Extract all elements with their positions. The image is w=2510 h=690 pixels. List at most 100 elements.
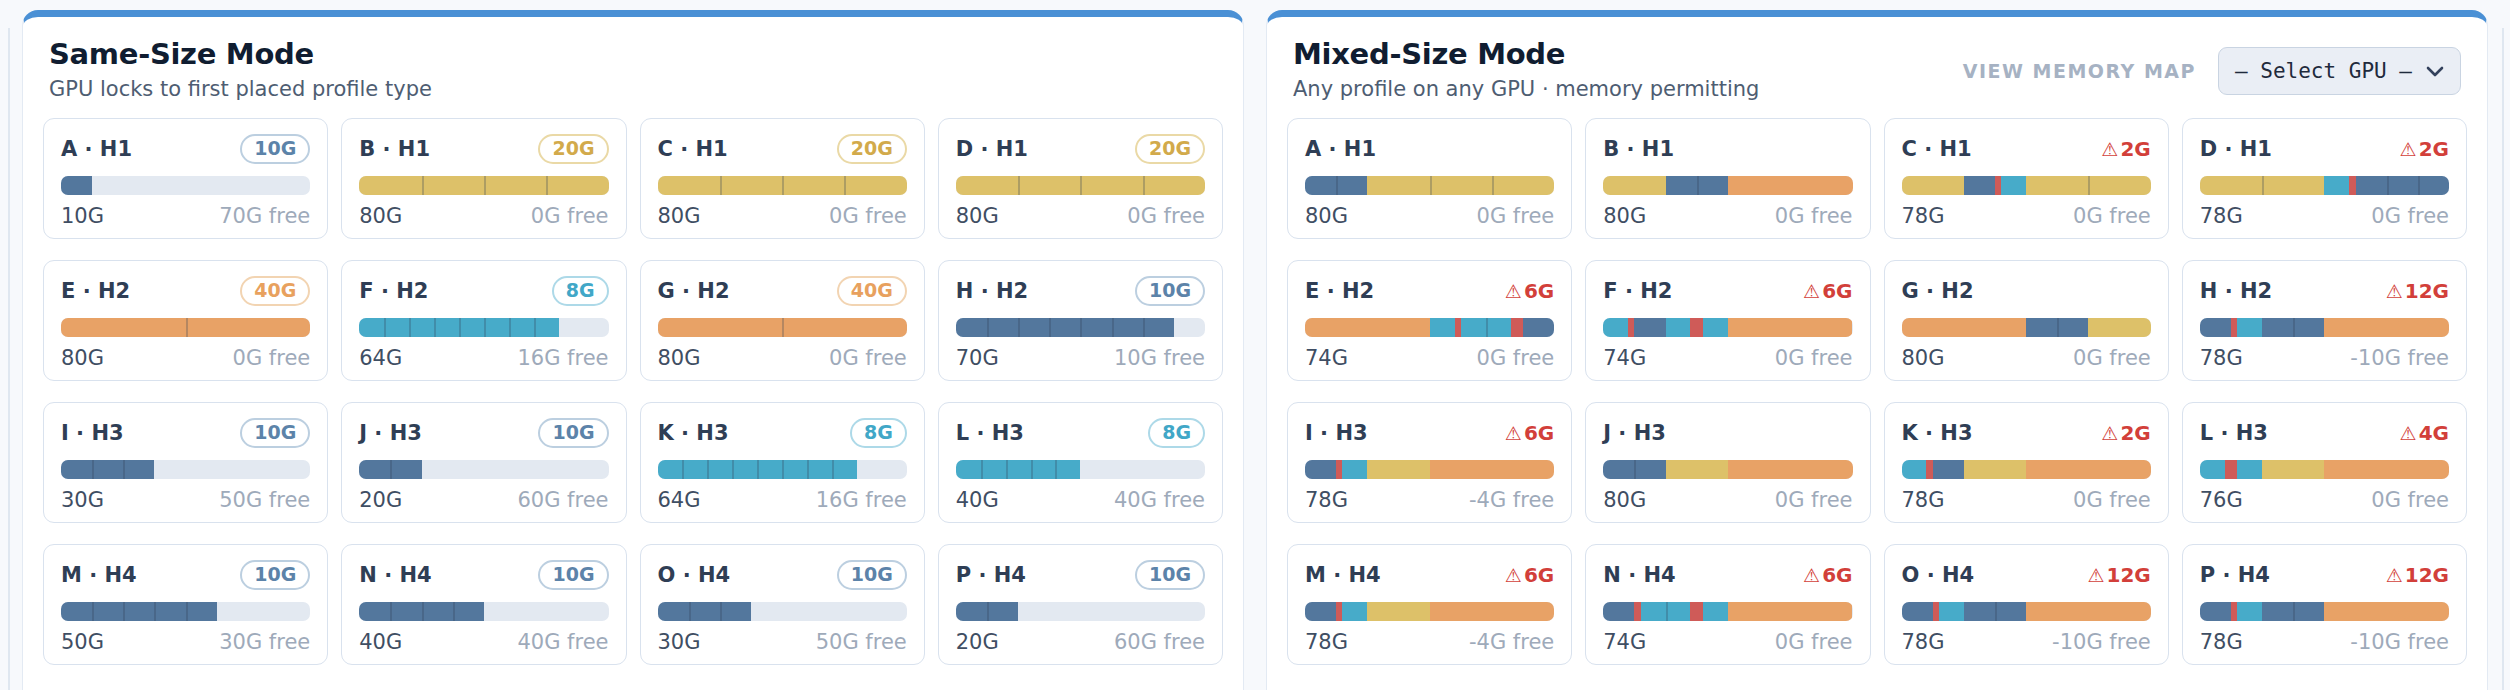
mode-panels: Same-Size Mode GPU locks to first placed…	[22, 10, 2488, 690]
gpu-card[interactable]: L · H38G40G40G free	[938, 402, 1223, 523]
gpu-card[interactable]: K · H3⚠2G78G0G free	[1884, 402, 2169, 523]
memory-used-label: 30G	[658, 630, 701, 654]
gpu-card[interactable]: M · H410G50G30G free	[43, 544, 328, 665]
memory-segment-blue	[1995, 602, 2026, 621]
gpu-card[interactable]: I · H3⚠6G78G-4G free	[1287, 402, 1572, 523]
memory-used-label: 10G	[61, 204, 104, 228]
memory-segment-cyan	[2237, 460, 2262, 479]
memory-segment-blue	[2293, 602, 2324, 621]
gpu-card[interactable]: N · H4⚠6G74G0G free	[1585, 544, 1870, 665]
gpu-card-footer: 78G0G free	[1902, 204, 2151, 228]
gpu-card-header: E · H240G	[61, 276, 310, 306]
gpu-card[interactable]: A · H180G0G free	[1287, 118, 1572, 239]
gpu-card[interactable]: P · H4⚠12G78G-10G free	[2182, 544, 2467, 665]
gpu-card[interactable]: K · H38G64G16G free	[640, 402, 925, 523]
waste-amount: 2G	[2120, 137, 2150, 161]
memory-used-label: 78G	[1902, 630, 1945, 654]
gpu-card[interactable]: B · H180G0G free	[1585, 118, 1870, 239]
gpu-card[interactable]: P · H410G20G60G free	[938, 544, 1223, 665]
memory-segment-cyan	[384, 318, 409, 337]
gpu-card[interactable]: D · H120G80G0G free	[938, 118, 1223, 239]
memory-segment-cyan	[707, 460, 732, 479]
gpu-label: F · H2	[1603, 279, 1672, 303]
memory-segment-blue	[123, 460, 154, 479]
same-size-gpu-grid: A · H110G10G70G freeB · H120G80G0G freeC…	[43, 118, 1223, 665]
memory-segment-cyan	[1461, 318, 1486, 337]
waste-amount: 6G	[1524, 421, 1554, 445]
memory-used-label: 74G	[1305, 346, 1348, 370]
gpu-card[interactable]: N · H410G40G40G free	[341, 544, 626, 665]
gpu-card[interactable]: J · H310G20G60G free	[341, 402, 626, 523]
gpu-card[interactable]: O · H4⚠12G78G-10G free	[1884, 544, 2169, 665]
gpu-card[interactable]: D · H1⚠2G78G0G free	[2182, 118, 2467, 239]
memory-segment-cyan	[757, 460, 782, 479]
memory-segment-gold	[844, 176, 906, 195]
memory-segment-orange	[1305, 318, 1430, 337]
gpu-card[interactable]: G · H240G80G0G free	[640, 260, 925, 381]
gpu-card[interactable]: B · H120G80G0G free	[341, 118, 626, 239]
memory-usage-bar	[658, 460, 907, 479]
gpu-card[interactable]: A · H110G10G70G free	[43, 118, 328, 239]
memory-segment-blue	[61, 602, 92, 621]
memory-segment-orange	[61, 318, 186, 337]
gpu-card[interactable]: E · H2⚠6G74G0G free	[1287, 260, 1572, 381]
waste-amount: 6G	[1524, 279, 1554, 303]
memory-segment-blue	[1634, 460, 1665, 479]
gpu-label: B · H1	[1603, 137, 1674, 161]
memory-usage-bar	[61, 460, 310, 479]
gpu-card[interactable]: O · H410G30G50G free	[640, 544, 925, 665]
gpu-card[interactable]: C · H120G80G0G free	[640, 118, 925, 239]
memory-used-label: 80G	[1305, 204, 1348, 228]
gpu-card[interactable]: I · H310G30G50G free	[43, 402, 328, 523]
gpu-card[interactable]: J · H380G0G free	[1585, 402, 1870, 523]
memory-segment-cyan	[1603, 318, 1628, 337]
gpu-label: G · H2	[1902, 279, 1974, 303]
gpu-card-footer: 64G16G free	[658, 488, 907, 512]
view-memory-map-link[interactable]: VIEW MEMORY MAP	[1963, 60, 2196, 82]
gpu-card-footer: 64G16G free	[359, 346, 608, 370]
gpu-card-header: G · H2	[1902, 276, 2151, 306]
memory-segment-blue	[1049, 318, 1080, 337]
gpu-select-dropdown[interactable]: – Select GPU –	[2218, 47, 2461, 95]
gpu-card[interactable]: H · H210G70G10G free	[938, 260, 1223, 381]
gpu-card[interactable]: F · H2⚠6G74G0G free	[1585, 260, 1870, 381]
profile-size-badge: 10G	[240, 560, 310, 591]
gpu-card-header: N · H410G	[359, 560, 608, 590]
memory-usage-bar	[1305, 318, 1554, 337]
memory-segment-gold	[2088, 318, 2150, 337]
memory-segment-blue	[689, 602, 720, 621]
gpu-card[interactable]: G · H280G0G free	[1884, 260, 2169, 381]
memory-segment-gold	[2088, 176, 2150, 195]
panel-subtitle: GPU locks to first placed profile type	[49, 77, 432, 101]
waste-warning-badge: ⚠4G	[2400, 421, 2449, 445]
memory-usage-bar	[658, 176, 907, 195]
gpu-label: D · H1	[2200, 137, 2272, 161]
gpu-label: J · H3	[359, 421, 422, 445]
gpu-card-footer: 20G60G free	[956, 630, 1205, 654]
gpu-card[interactable]: L · H3⚠4G76G0G free	[2182, 402, 2467, 523]
memory-segment-orange	[1430, 602, 1555, 621]
gpu-card[interactable]: F · H28G64G16G free	[341, 260, 626, 381]
memory-segment-blue	[1603, 602, 1634, 621]
gpu-label: N · H4	[359, 563, 431, 587]
memory-segment-cyan	[2200, 460, 2225, 479]
gpu-label: P · H4	[2200, 563, 2270, 587]
memory-used-label: 78G	[1305, 630, 1348, 654]
memory-segment-blue	[2262, 602, 2293, 621]
gpu-card[interactable]: E · H240G80G0G free	[43, 260, 328, 381]
gpu-card[interactable]: C · H1⚠2G78G0G free	[1884, 118, 2169, 239]
memory-free-label: 0G free	[531, 204, 609, 228]
gpu-card-footer: 78G-10G free	[2200, 346, 2449, 370]
gpu-card[interactable]: H · H2⚠12G78G-10G free	[2182, 260, 2467, 381]
memory-segment-blue	[1523, 318, 1554, 337]
memory-segment-cyan	[1703, 602, 1728, 621]
profile-size-badge: 10G	[240, 418, 310, 449]
memory-used-label: 20G	[956, 630, 999, 654]
gpu-card[interactable]: M · H4⚠6G78G-4G free	[1287, 544, 1572, 665]
memory-segment-gold	[1430, 176, 1492, 195]
memory-used-label: 74G	[1603, 630, 1646, 654]
memory-segment-gold	[782, 176, 844, 195]
memory-usage-bar	[1902, 318, 2151, 337]
waste-warning-badge: ⚠2G	[2400, 137, 2449, 161]
memory-used-label: 30G	[61, 488, 104, 512]
